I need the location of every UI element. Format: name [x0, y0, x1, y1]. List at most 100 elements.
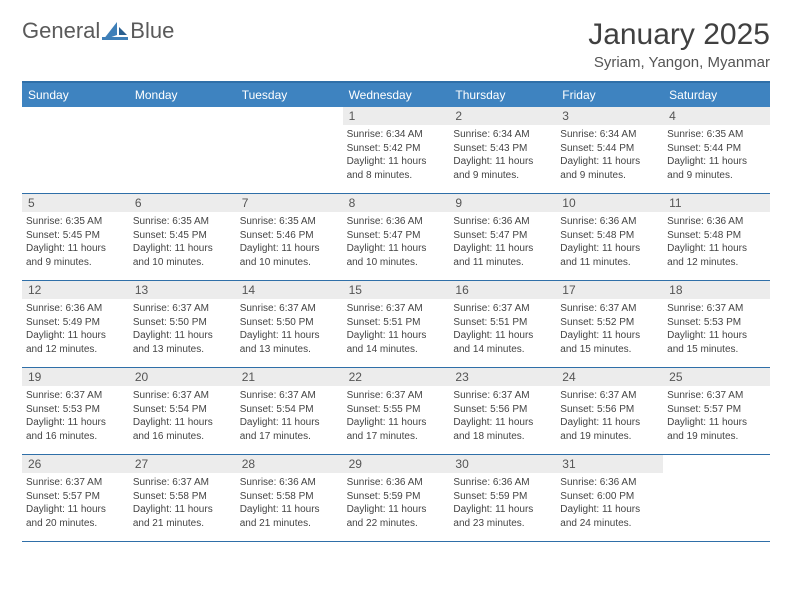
- sunrise-line: Sunrise: 6:37 AM: [133, 302, 232, 316]
- day-number: 5: [22, 194, 129, 212]
- sunset-line: Sunset: 5:51 PM: [453, 316, 552, 330]
- day-number: 6: [129, 194, 236, 212]
- sunset-line: Sunset: 5:56 PM: [453, 403, 552, 417]
- sunrise-line: Sunrise: 6:37 AM: [667, 389, 766, 403]
- sunset-line: Sunset: 5:54 PM: [240, 403, 339, 417]
- day-detail: Sunrise: 6:35 AMSunset: 5:45 PMDaylight:…: [26, 215, 125, 269]
- day-number: 10: [556, 194, 663, 212]
- calendar-day: 25Sunrise: 6:37 AMSunset: 5:57 PMDayligh…: [663, 368, 770, 454]
- day-number: 13: [129, 281, 236, 299]
- day-number: 24: [556, 368, 663, 386]
- day-number: [236, 107, 343, 125]
- sunset-line: Sunset: 5:59 PM: [347, 490, 446, 504]
- daylight-line: Daylight: 11 hours and 8 minutes.: [347, 155, 446, 182]
- sunset-line: Sunset: 5:56 PM: [560, 403, 659, 417]
- day-detail: Sunrise: 6:37 AMSunset: 5:50 PMDaylight:…: [240, 302, 339, 356]
- sunrise-line: Sunrise: 6:36 AM: [26, 302, 125, 316]
- title-block: January 2025 Syriam, Yangon, Myanmar: [588, 18, 770, 71]
- calendar-day: [22, 107, 129, 193]
- day-detail: Sunrise: 6:37 AMSunset: 5:51 PMDaylight:…: [347, 302, 446, 356]
- day-number: 22: [343, 368, 450, 386]
- sunset-line: Sunset: 5:59 PM: [453, 490, 552, 504]
- sunrise-line: Sunrise: 6:37 AM: [240, 389, 339, 403]
- daylight-line: Daylight: 11 hours and 17 minutes.: [240, 416, 339, 443]
- day-detail: Sunrise: 6:36 AMSunset: 5:49 PMDaylight:…: [26, 302, 125, 356]
- sunset-line: Sunset: 5:53 PM: [26, 403, 125, 417]
- sunrise-line: Sunrise: 6:34 AM: [560, 128, 659, 142]
- daylight-line: Daylight: 11 hours and 14 minutes.: [347, 329, 446, 356]
- daylight-line: Daylight: 11 hours and 15 minutes.: [667, 329, 766, 356]
- day-detail: Sunrise: 6:37 AMSunset: 5:57 PMDaylight:…: [26, 476, 125, 530]
- sunrise-line: Sunrise: 6:37 AM: [133, 476, 232, 490]
- calendar-day: 18 Sunrise: 6:37 AMSunset: 5:53 PMDayligh…: [663, 281, 770, 367]
- sunset-line: Sunset: 5:48 PM: [560, 229, 659, 243]
- day-number: 16: [449, 281, 556, 299]
- day-number: [663, 455, 770, 473]
- daylight-line: Daylight: 11 hours and 19 minutes.: [667, 416, 766, 443]
- sunset-line: Sunset: 5:45 PM: [133, 229, 232, 243]
- brand-logo: General Blue: [22, 18, 174, 44]
- sunrise-line: Sunrise: 6:36 AM: [453, 215, 552, 229]
- sunrise-line: Sunrise: 6:36 AM: [560, 215, 659, 229]
- calendar-day: 21Sunrise: 6:37 AMSunset: 5:54 PMDayligh…: [236, 368, 343, 454]
- daylight-line: Daylight: 11 hours and 14 minutes.: [453, 329, 552, 356]
- day-detail: Sunrise: 6:34 AMSunset: 5:44 PMDaylight:…: [560, 128, 659, 182]
- calendar-day: 16Sunrise: 6:37 AMSunset: 5:51 PMDayligh…: [449, 281, 556, 367]
- daylight-line: Daylight: 11 hours and 12 minutes.: [26, 329, 125, 356]
- sunrise-line: Sunrise: 6:34 AM: [453, 128, 552, 142]
- day-number: 18: [663, 281, 770, 299]
- calendar-day: 3Sunrise: 6:34 AMSunset: 5:44 PMDaylight…: [556, 107, 663, 193]
- calendar-week: 26Sunrise: 6:37 AMSunset: 5:57 PMDayligh…: [22, 455, 770, 542]
- weekday-header-row: SundayMondayTuesdayWednesdayThursdayFrid…: [22, 83, 770, 107]
- day-detail: Sunrise: 6:36 AMSunset: 5:59 PMDaylight:…: [453, 476, 552, 530]
- sunset-line: Sunset: 5:57 PM: [667, 403, 766, 417]
- calendar-day: [129, 107, 236, 193]
- calendar-week: 1Sunrise: 6:34 AMSunset: 5:42 PMDaylight…: [22, 107, 770, 194]
- daylight-line: Daylight: 11 hours and 11 minutes.: [560, 242, 659, 269]
- sunrise-line: Sunrise: 6:37 AM: [667, 302, 766, 316]
- sunrise-line: Sunrise: 6:37 AM: [453, 389, 552, 403]
- page-title: January 2025: [588, 18, 770, 52]
- day-detail: Sunrise: 6:36 AMSunset: 5:59 PMDaylight:…: [347, 476, 446, 530]
- calendar-day: 23 Sunrise: 6:37 AMSunset: 5:56 PMDayligh…: [449, 368, 556, 454]
- day-detail: Sunrise: 6:35 AMSunset: 5:46 PMDaylight:…: [240, 215, 339, 269]
- sunrise-line: Sunrise: 6:36 AM: [347, 476, 446, 490]
- day-detail: Sunrise: 6:36 AMSunset: 6:00 PMDaylight:…: [560, 476, 659, 530]
- calendar-day: 31Sunrise: 6:36 AMSunset: 6:00 PMDayligh…: [556, 455, 663, 541]
- calendar-day: 27Sunrise: 6:37 AMSunset: 5:58 PMDayligh…: [129, 455, 236, 541]
- day-detail: Sunrise: 6:37 AMSunset: 5:54 PMDaylight:…: [133, 389, 232, 443]
- weekday-header: Sunday: [22, 83, 129, 107]
- day-detail: Sunrise: 6:37 AMSunset: 5:56 PMDaylight:…: [453, 389, 552, 443]
- day-detail: Sunrise: 6:37 AMSunset: 5:52 PMDaylight:…: [560, 302, 659, 356]
- day-number: 23: [449, 368, 556, 386]
- sunrise-line: Sunrise: 6:36 AM: [560, 476, 659, 490]
- calendar-day: 26Sunrise: 6:37 AMSunset: 5:57 PMDayligh…: [22, 455, 129, 541]
- day-number: 19: [22, 368, 129, 386]
- daylight-line: Daylight: 11 hours and 17 minutes.: [347, 416, 446, 443]
- daylight-line: Daylight: 11 hours and 10 minutes.: [240, 242, 339, 269]
- day-number: 20: [129, 368, 236, 386]
- sunrise-line: Sunrise: 6:37 AM: [560, 302, 659, 316]
- sunset-line: Sunset: 5:44 PM: [560, 142, 659, 156]
- weekday-header: Monday: [129, 83, 236, 107]
- calendar-day: 29Sunrise: 6:36 AMSunset: 5:59 PMDayligh…: [343, 455, 450, 541]
- calendar-day: 22Sunrise: 6:37 AMSunset: 5:55 PMDayligh…: [343, 368, 450, 454]
- daylight-line: Daylight: 11 hours and 22 minutes.: [347, 503, 446, 530]
- calendar-day: 8Sunrise: 6:36 AMSunset: 5:47 PMDaylight…: [343, 194, 450, 280]
- location-subtitle: Syriam, Yangon, Myanmar: [588, 54, 770, 71]
- daylight-line: Daylight: 11 hours and 9 minutes.: [453, 155, 552, 182]
- day-number: 28: [236, 455, 343, 473]
- sunset-line: Sunset: 5:50 PM: [133, 316, 232, 330]
- day-detail: Sunrise: 6:36 AMSunset: 5:47 PMDaylight:…: [347, 215, 446, 269]
- calendar-day: 17Sunrise: 6:37 AMSunset: 5:52 PMDayligh…: [556, 281, 663, 367]
- calendar-day: 15Sunrise: 6:37 AMSunset: 5:51 PMDayligh…: [343, 281, 450, 367]
- brand-word2: Blue: [130, 18, 174, 44]
- sunrise-line: Sunrise: 6:35 AM: [26, 215, 125, 229]
- weekday-header: Friday: [556, 83, 663, 107]
- day-detail: Sunrise: 6:37 AMSunset: 5:58 PMDaylight:…: [133, 476, 232, 530]
- calendar-day: 1Sunrise: 6:34 AMSunset: 5:42 PMDaylight…: [343, 107, 450, 193]
- day-detail: Sunrise: 6:37 AMSunset: 5:53 PMDaylight:…: [667, 302, 766, 356]
- calendar-week: 5Sunrise: 6:35 AMSunset: 5:45 PMDaylight…: [22, 194, 770, 281]
- calendar-day: 24Sunrise: 6:37 AMSunset: 5:56 PMDayligh…: [556, 368, 663, 454]
- daylight-line: Daylight: 11 hours and 23 minutes.: [453, 503, 552, 530]
